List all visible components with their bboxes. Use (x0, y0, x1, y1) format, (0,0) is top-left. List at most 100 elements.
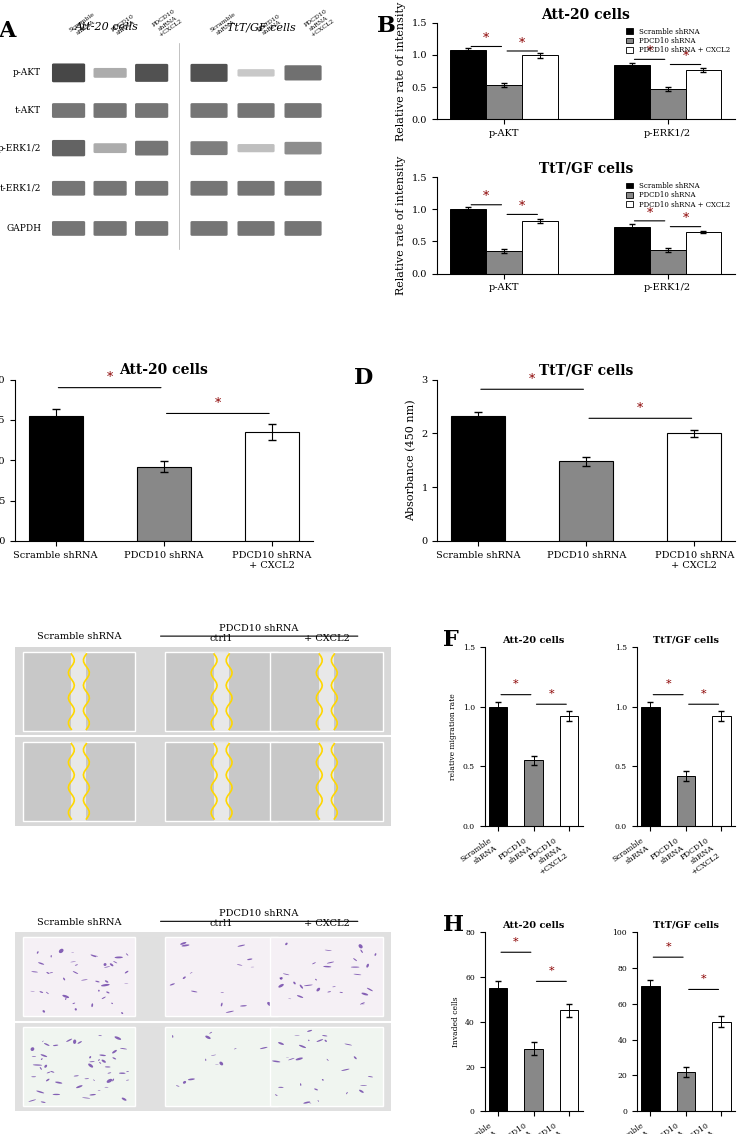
Legend: Scramble shRNA, PDCD10 shRNA, PDCD10 shRNA + CXCL2: Scramble shRNA, PDCD10 shRNA, PDCD10 shR… (625, 180, 731, 210)
Text: PDCD10 shRNA: PDCD10 shRNA (220, 624, 298, 633)
Ellipse shape (206, 1035, 211, 1039)
Text: *: * (483, 32, 490, 45)
Ellipse shape (325, 1040, 327, 1042)
Ellipse shape (98, 1059, 100, 1060)
Ellipse shape (62, 995, 69, 998)
Ellipse shape (40, 1067, 42, 1069)
Ellipse shape (300, 1083, 302, 1086)
FancyBboxPatch shape (52, 181, 86, 196)
FancyBboxPatch shape (94, 68, 127, 78)
Ellipse shape (326, 1059, 328, 1061)
FancyBboxPatch shape (52, 139, 86, 156)
Ellipse shape (260, 1047, 268, 1049)
Ellipse shape (40, 1058, 43, 1060)
Ellipse shape (360, 1002, 364, 1005)
Ellipse shape (176, 1085, 179, 1086)
Ellipse shape (361, 949, 363, 953)
FancyBboxPatch shape (238, 103, 274, 118)
Ellipse shape (40, 1101, 46, 1103)
Bar (271, 1027, 383, 1106)
FancyBboxPatch shape (284, 181, 322, 196)
Ellipse shape (247, 958, 253, 960)
Ellipse shape (50, 1070, 54, 1073)
Text: *: * (682, 212, 688, 226)
Ellipse shape (98, 990, 100, 991)
Ellipse shape (88, 1064, 93, 1067)
Ellipse shape (112, 1050, 117, 1053)
Ellipse shape (73, 1040, 76, 1044)
Ellipse shape (300, 984, 303, 989)
Ellipse shape (53, 1094, 60, 1095)
Text: *: * (519, 200, 526, 213)
Ellipse shape (280, 978, 281, 980)
Title: TtT/GF cells: TtT/GF cells (653, 921, 719, 930)
Ellipse shape (75, 1008, 76, 1010)
Ellipse shape (89, 1056, 92, 1058)
Text: *: * (548, 688, 554, 699)
Ellipse shape (272, 1060, 280, 1063)
Text: *: * (519, 36, 526, 50)
Ellipse shape (293, 982, 296, 984)
Ellipse shape (46, 972, 50, 974)
Ellipse shape (303, 1101, 310, 1103)
Ellipse shape (344, 1043, 352, 1046)
Title: TtT/GF cells: TtT/GF cells (538, 162, 633, 176)
Ellipse shape (353, 974, 362, 975)
Bar (560, 462, 614, 541)
Text: *: * (529, 373, 536, 386)
Legend: Scramble shRNA, PDCD10 shRNA, PDCD10 shRNA + CXCL2: Scramble shRNA, PDCD10 shRNA, PDCD10 shR… (625, 26, 731, 56)
Ellipse shape (327, 962, 334, 964)
Ellipse shape (317, 1100, 319, 1102)
Ellipse shape (172, 1035, 173, 1038)
Ellipse shape (81, 980, 88, 981)
Ellipse shape (91, 955, 96, 957)
Ellipse shape (115, 1036, 122, 1040)
Ellipse shape (99, 1061, 101, 1064)
FancyBboxPatch shape (135, 141, 168, 155)
FancyBboxPatch shape (135, 221, 168, 236)
FancyBboxPatch shape (284, 103, 322, 118)
Ellipse shape (316, 988, 320, 991)
Bar (650, 249, 686, 273)
Text: *: * (638, 403, 644, 415)
Ellipse shape (112, 1057, 116, 1059)
Bar (650, 88, 686, 119)
Ellipse shape (93, 1080, 95, 1081)
Ellipse shape (112, 1078, 114, 1082)
Ellipse shape (126, 954, 128, 956)
Ellipse shape (95, 981, 100, 982)
Bar (451, 210, 486, 273)
Ellipse shape (120, 1048, 127, 1049)
Ellipse shape (73, 1002, 75, 1004)
Bar (22, 938, 135, 1016)
Ellipse shape (119, 1073, 125, 1074)
Bar (22, 742, 135, 821)
Ellipse shape (340, 992, 343, 993)
Ellipse shape (100, 1055, 106, 1056)
Ellipse shape (354, 1056, 357, 1059)
Bar (522, 56, 558, 119)
Ellipse shape (89, 1094, 96, 1095)
FancyBboxPatch shape (190, 181, 227, 196)
Ellipse shape (55, 1082, 62, 1084)
Y-axis label: Relative rate of intensity: Relative rate of intensity (396, 155, 406, 295)
Ellipse shape (37, 951, 38, 954)
FancyBboxPatch shape (94, 181, 127, 196)
Bar (486, 85, 522, 119)
Ellipse shape (278, 1042, 284, 1044)
Ellipse shape (234, 1048, 236, 1049)
Ellipse shape (42, 1041, 44, 1042)
Ellipse shape (308, 1030, 312, 1032)
Bar (676, 1072, 695, 1111)
Ellipse shape (190, 972, 193, 974)
Bar (489, 706, 508, 826)
Ellipse shape (368, 1076, 373, 1077)
Text: ctrl1: ctrl1 (210, 634, 233, 643)
Ellipse shape (33, 1065, 42, 1066)
Ellipse shape (283, 973, 290, 975)
Bar (165, 742, 278, 821)
FancyBboxPatch shape (238, 181, 274, 196)
Text: *: * (682, 50, 688, 64)
Bar (614, 227, 650, 273)
Ellipse shape (275, 1094, 278, 1095)
